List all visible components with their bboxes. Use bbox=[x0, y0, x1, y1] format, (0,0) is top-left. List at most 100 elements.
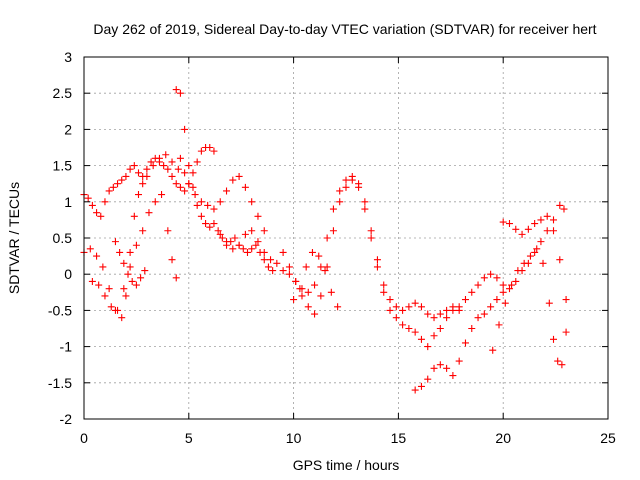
series-track-3 bbox=[88, 154, 184, 314]
data-point bbox=[411, 299, 419, 307]
series-track-10 bbox=[436, 201, 568, 332]
y-tick-label: 0.5 bbox=[53, 230, 73, 246]
data-point bbox=[216, 198, 224, 206]
data-point bbox=[392, 314, 400, 322]
data-point bbox=[120, 259, 128, 267]
data-point bbox=[231, 234, 239, 242]
data-point bbox=[336, 198, 344, 206]
data-point bbox=[210, 205, 218, 213]
y-tick-label: 2 bbox=[64, 121, 72, 137]
data-point bbox=[443, 306, 451, 314]
data-point bbox=[193, 201, 201, 209]
data-point bbox=[126, 165, 134, 173]
data-point bbox=[118, 314, 126, 322]
data-point bbox=[172, 180, 180, 188]
data-point bbox=[556, 201, 564, 209]
data-point bbox=[321, 267, 329, 275]
data-point bbox=[480, 274, 488, 282]
data-point bbox=[361, 205, 369, 213]
data-point bbox=[114, 306, 122, 314]
x-tick-label: 0 bbox=[80, 430, 88, 446]
data-point bbox=[176, 154, 184, 162]
axis-ticks: 0 5 10 15 20 25 -2 -1.5 -1 -0.5 0 0.5 1 1.5 2 2.5 3 bbox=[48, 49, 616, 446]
data-point bbox=[185, 180, 193, 188]
data-point bbox=[449, 306, 457, 314]
data-point bbox=[172, 86, 180, 94]
data-point bbox=[562, 328, 570, 336]
data-point bbox=[562, 296, 570, 304]
data-point bbox=[539, 259, 547, 267]
data-point bbox=[512, 277, 520, 285]
data-point bbox=[204, 201, 212, 209]
data-point bbox=[329, 205, 337, 213]
data-point bbox=[315, 252, 323, 260]
data-point bbox=[241, 183, 249, 191]
data-point bbox=[164, 165, 172, 173]
data-point bbox=[124, 270, 132, 278]
data-point bbox=[160, 162, 168, 170]
data-point bbox=[99, 263, 107, 271]
data-point bbox=[191, 191, 199, 199]
x-tick-label: 10 bbox=[286, 430, 302, 446]
x-axis-label: GPS time / hours bbox=[293, 457, 400, 473]
data-point bbox=[399, 321, 407, 329]
data-point bbox=[550, 227, 558, 235]
data-point bbox=[218, 234, 226, 242]
data-point bbox=[279, 248, 287, 256]
y-tick-label: 1.5 bbox=[53, 158, 73, 174]
data-point bbox=[417, 335, 425, 343]
data-point bbox=[84, 194, 92, 202]
data-point bbox=[185, 162, 193, 170]
data-point bbox=[97, 212, 105, 220]
data-point bbox=[531, 248, 539, 256]
data-point bbox=[168, 256, 176, 264]
data-point bbox=[126, 263, 134, 271]
data-point bbox=[430, 364, 438, 372]
data-point bbox=[105, 285, 113, 293]
data-point bbox=[323, 263, 331, 271]
data-point bbox=[243, 248, 251, 256]
data-point bbox=[214, 227, 222, 235]
data-point bbox=[489, 346, 497, 354]
data-point bbox=[311, 310, 319, 318]
data-point bbox=[143, 165, 151, 173]
data-point bbox=[436, 325, 444, 332]
data-point bbox=[560, 205, 568, 213]
data-point bbox=[176, 183, 184, 191]
data-point bbox=[417, 303, 425, 311]
data-point bbox=[223, 238, 231, 246]
data-point bbox=[386, 306, 394, 314]
data-point bbox=[499, 218, 507, 226]
data-point bbox=[147, 158, 155, 166]
data-point bbox=[296, 285, 304, 293]
data-point bbox=[405, 303, 413, 311]
data-point bbox=[248, 227, 256, 235]
data-point bbox=[480, 310, 488, 318]
data-point bbox=[317, 263, 325, 271]
data-point bbox=[130, 212, 138, 220]
data-point bbox=[122, 172, 130, 180]
data-point bbox=[118, 176, 126, 184]
data-point bbox=[145, 209, 153, 217]
data-point bbox=[545, 299, 553, 307]
data-point bbox=[93, 252, 101, 260]
data-point bbox=[206, 144, 214, 151]
data-point bbox=[317, 292, 325, 300]
data-point bbox=[495, 321, 503, 329]
data-point bbox=[524, 225, 532, 233]
data-point bbox=[499, 288, 507, 296]
data-point bbox=[174, 165, 182, 173]
data-point bbox=[229, 245, 237, 253]
data-point bbox=[373, 263, 381, 271]
data-point bbox=[181, 169, 189, 177]
data-point bbox=[334, 303, 342, 311]
data-point bbox=[181, 187, 189, 195]
data-point bbox=[290, 296, 298, 304]
data-point bbox=[151, 198, 159, 206]
data-point bbox=[107, 303, 115, 311]
data-point bbox=[367, 227, 375, 235]
series-track-5 bbox=[172, 86, 277, 275]
data-point bbox=[304, 288, 312, 296]
data-point bbox=[158, 191, 166, 199]
data-point bbox=[424, 375, 432, 383]
